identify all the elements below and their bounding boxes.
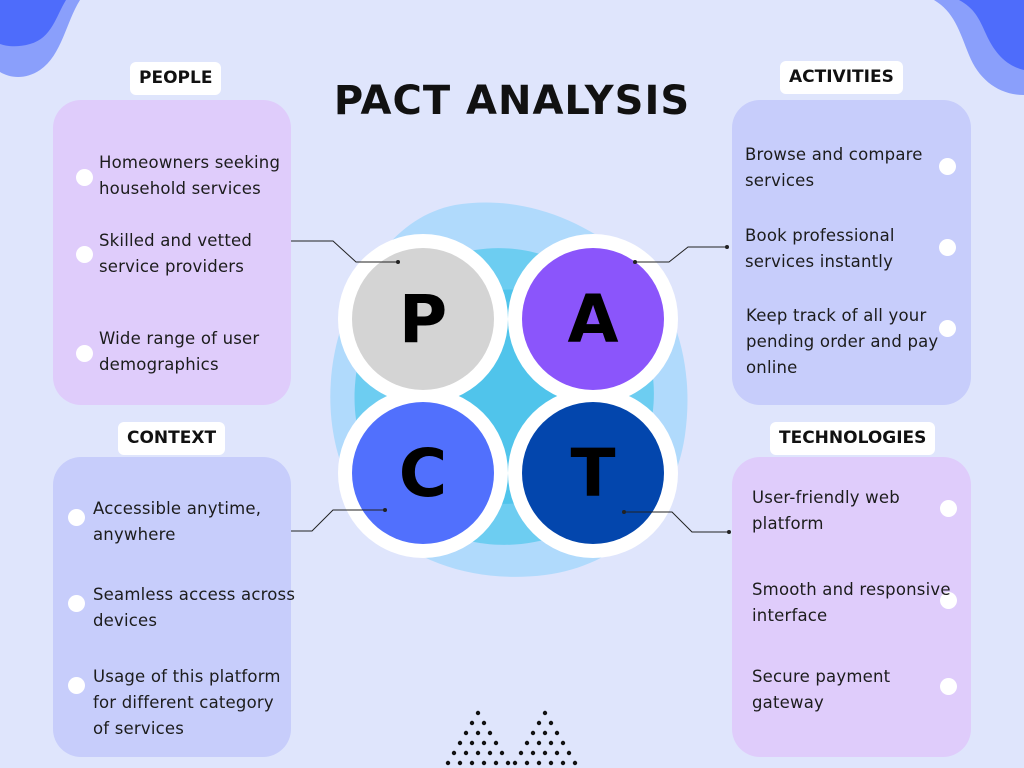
pattern-dot [548, 760, 554, 766]
pattern-dot [548, 720, 554, 726]
context-item-1: Accessible anytime, anywhere [93, 499, 262, 544]
context-bullet-3 [68, 677, 85, 694]
pattern-dot [572, 760, 578, 766]
pattern-dot [487, 750, 493, 756]
pattern-dot [542, 750, 548, 756]
pattern-dot [554, 750, 560, 756]
pattern-dot [512, 760, 518, 766]
corner-blob-top-right [934, 0, 1024, 95]
pattern-dot [566, 750, 572, 756]
technologies-label: TECHNOLOGIES [770, 422, 936, 455]
pattern-dot [481, 760, 487, 766]
people-bullet-3 [76, 345, 93, 362]
pattern-dot [536, 760, 542, 766]
context-panel [53, 457, 291, 757]
page-title: PACT ANALYSIS [333, 78, 691, 124]
pattern-dot [475, 730, 481, 736]
pattern-dot [505, 760, 511, 766]
activities-panel [732, 100, 971, 405]
activities-item-1: Browse and compare services [745, 145, 923, 190]
activities-bullet-2 [939, 239, 956, 256]
context-label: CONTEXT [118, 422, 226, 455]
pattern-dot [445, 760, 451, 766]
pattern-dot [536, 720, 542, 726]
dot-pattern-decoration [445, 710, 578, 766]
pattern-dot [518, 750, 524, 756]
pattern-dot [560, 760, 566, 766]
technologies-bullet-3 [940, 678, 957, 695]
pattern-dot [554, 730, 560, 736]
technologies-panel [732, 457, 971, 757]
letter-c-circle: C [352, 402, 494, 544]
pattern-dot [530, 730, 536, 736]
people-bullet-2 [76, 246, 93, 263]
pattern-dot [457, 760, 463, 766]
pattern-dot [542, 710, 548, 716]
letter-p-circle: P [352, 248, 494, 390]
pattern-dot [487, 730, 493, 736]
pattern-dot [457, 740, 463, 746]
letter-t-circle: T [522, 402, 664, 544]
pattern-dot [469, 740, 475, 746]
activities-item-3: Keep track of all your pending order and … [746, 306, 939, 377]
technologies-item-2: Smooth and responsive interface [752, 580, 951, 625]
pattern-dot [475, 750, 481, 756]
pattern-dot [451, 750, 457, 756]
activities-label: ACTIVITIES [780, 61, 903, 94]
pattern-dot [524, 740, 530, 746]
technologies-item-1: User-friendly web platform [752, 488, 900, 533]
pattern-dot [469, 720, 475, 726]
pattern-dot [536, 740, 542, 746]
context-bullet-2 [68, 595, 85, 612]
pattern-dot [530, 750, 536, 756]
people-item-3: Wide range of user demographics [99, 329, 260, 374]
pattern-dot [548, 740, 554, 746]
corner-blob-top-left [0, 0, 80, 77]
pattern-dot [475, 710, 481, 716]
activities-bullet-3 [939, 320, 956, 337]
context-item-2: Seamless access across devices [93, 585, 296, 630]
pattern-dot [469, 760, 475, 766]
technologies-bullet-2 [940, 592, 957, 609]
pattern-dot [463, 750, 469, 756]
technologies-item-3: Secure payment gateway [752, 667, 891, 712]
pattern-dot [463, 730, 469, 736]
technologies-bullet-1 [940, 500, 957, 517]
people-item-1: Homeowners seeking household services [99, 153, 281, 198]
pattern-dot [481, 720, 487, 726]
pattern-dot [493, 760, 499, 766]
activities-item-2: Book professional services instantly [745, 226, 895, 271]
pattern-dot [481, 740, 487, 746]
activities-bullet-1 [939, 158, 956, 175]
letter-a-circle: A [522, 248, 664, 390]
people-label: PEOPLE [130, 62, 222, 95]
pattern-dot [499, 750, 505, 756]
pattern-dot [524, 760, 530, 766]
people-bullet-1 [76, 169, 93, 186]
pattern-dot [493, 740, 499, 746]
context-item-3: Usage of this platform for different cate… [93, 667, 281, 738]
context-bullet-1 [68, 509, 85, 526]
pattern-dot [542, 730, 548, 736]
pattern-dot [560, 740, 566, 746]
people-item-2: Skilled and vetted service providers [99, 231, 253, 276]
